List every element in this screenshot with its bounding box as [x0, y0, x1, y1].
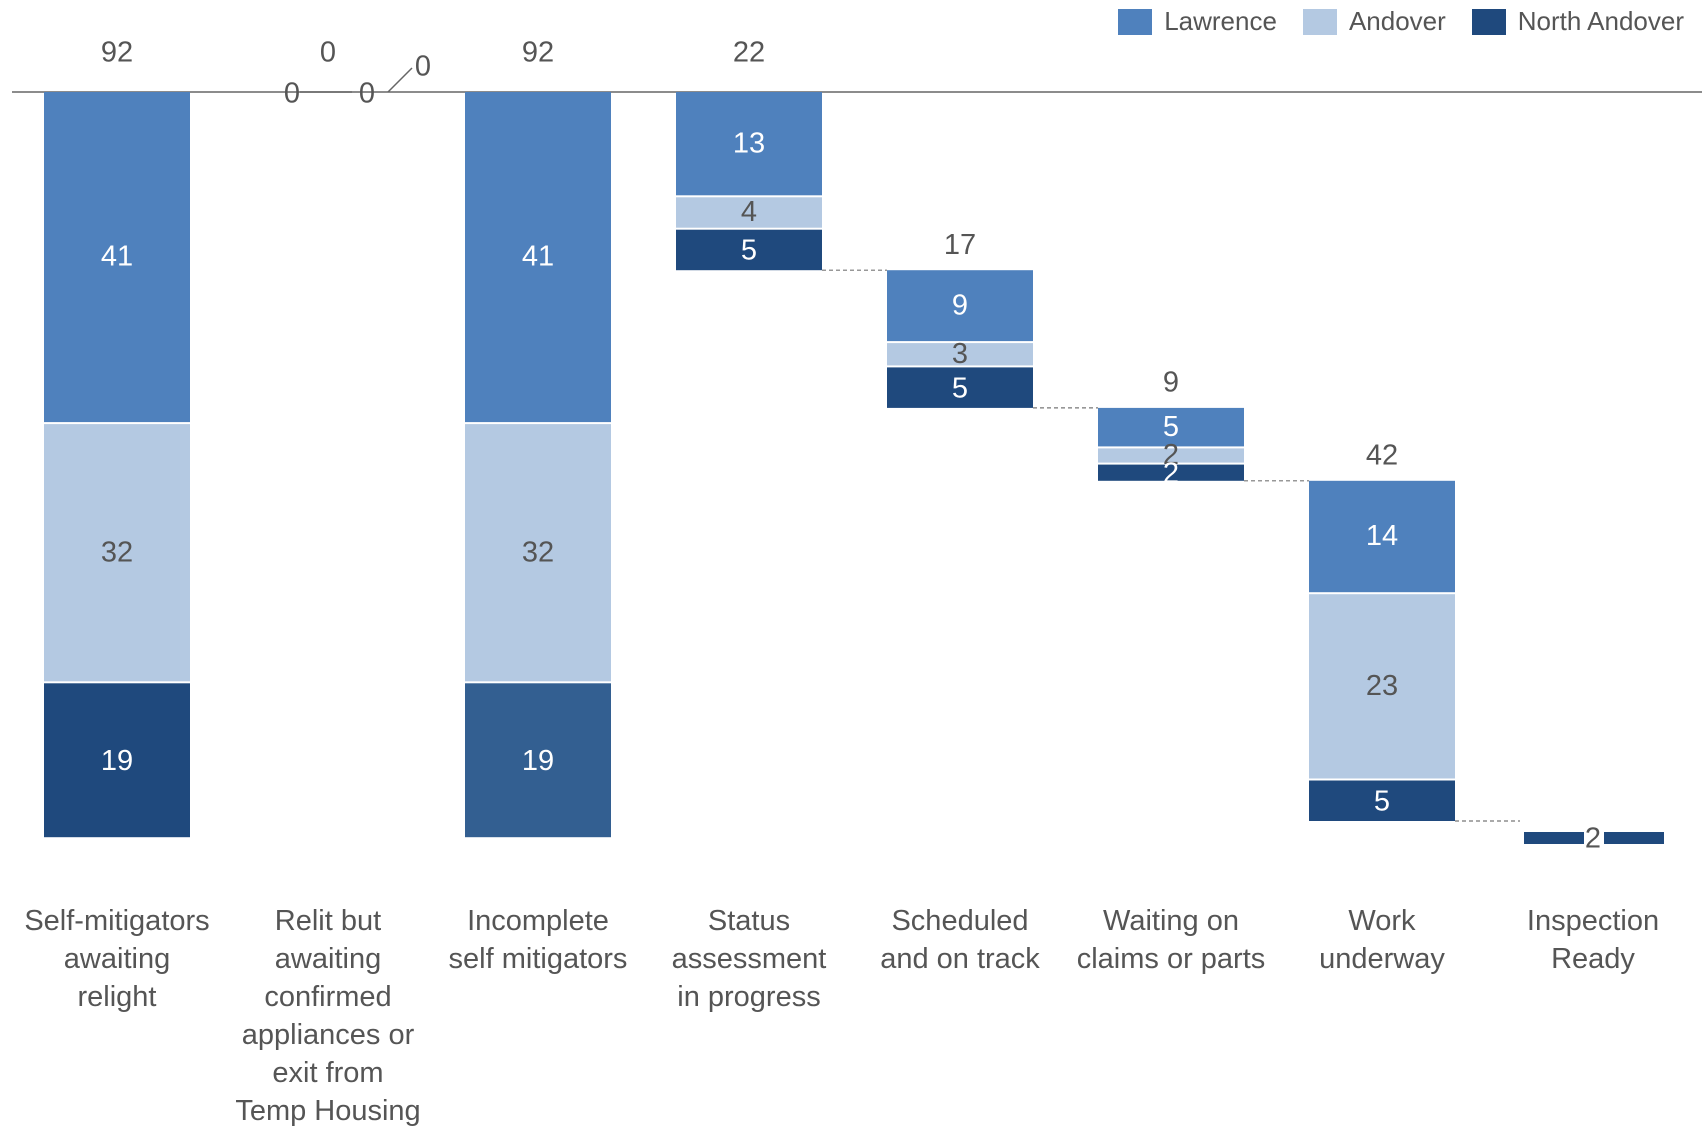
- data-label-lawrence-3: 13: [733, 127, 765, 159]
- legend-label-andover: Andover: [1348, 6, 1446, 36]
- bar-andover-5: [1098, 448, 1244, 463]
- bar-north-andover-2: [465, 683, 611, 838]
- total-label-0: 92: [101, 37, 133, 69]
- data-label-andover-5: 2: [1163, 439, 1179, 471]
- legend-swatch-lawrence: [1118, 8, 1153, 35]
- category-label-7: Inspection Ready: [1527, 905, 1659, 975]
- data-label-andover-3: 4: [741, 196, 757, 228]
- total-label-2: 92: [522, 37, 554, 69]
- total-label-3: 22: [733, 37, 765, 69]
- total-label-4: 17: [944, 229, 976, 261]
- bar-lawrence-3: [676, 92, 822, 196]
- category-label-4: Scheduled and on track: [880, 905, 1040, 975]
- total-label-1: 0: [320, 37, 336, 69]
- category-label-1: Relit but awaiting confirmed appliances or e…: [235, 905, 420, 1127]
- total-label-6: 42: [1366, 439, 1398, 471]
- bar-north-andover-3: [676, 229, 822, 271]
- category-label-2: Incomplete self mitigators: [449, 905, 628, 975]
- bar-andover-0: [44, 424, 190, 682]
- legend-item-andover: Andover: [1302, 6, 1446, 37]
- data-label-north-andover-3: 5: [741, 235, 757, 267]
- data-label-north-andover-5: 2: [1163, 457, 1179, 489]
- zero-label-andover: 0: [359, 78, 375, 110]
- bar-lawrence-5: [1098, 407, 1244, 447]
- bar-lawrence-6: [1309, 480, 1455, 593]
- bar-andover-6: [1309, 594, 1455, 779]
- category-label-0: Self-mitigators awaiting relight: [24, 905, 209, 1013]
- legend-item-north-andover: North Andover: [1471, 6, 1684, 37]
- bar-andover-2: [465, 424, 611, 682]
- zero-leader-line: [387, 67, 413, 93]
- data-label-andover-0: 32: [101, 536, 133, 568]
- data-label-lawrence-2: 41: [522, 241, 554, 273]
- data-label-north-andover-4: 5: [952, 372, 968, 404]
- legend: Lawrence Andover North Andover: [1118, 6, 1684, 37]
- data-label-andover-2: 32: [522, 536, 554, 568]
- bar-north-andover-6: [1309, 780, 1455, 821]
- bar-north-andover-7b: [1604, 832, 1664, 844]
- category-label-6: Work underway: [1319, 905, 1445, 975]
- bar-lawrence-2: [465, 92, 611, 423]
- data-label-north-andover-7: 2: [1585, 823, 1601, 855]
- zero-label-north-andover: 0: [415, 51, 431, 83]
- bar-andover-4: [887, 343, 1033, 366]
- bar-andover-3: [676, 197, 822, 228]
- data-label-andover-4: 3: [952, 338, 968, 370]
- total-label-5: 9: [1163, 367, 1179, 399]
- legend-swatch-andover: [1302, 8, 1337, 35]
- legend-swatch-north-andover: [1471, 8, 1506, 35]
- data-label-andover-6: 23: [1366, 670, 1398, 702]
- data-label-lawrence-6: 14: [1366, 520, 1398, 552]
- zero-label-lawrence: 0: [284, 78, 300, 110]
- data-label-north-andover-0: 19: [101, 745, 133, 777]
- category-label-3: Status assessment in progress: [672, 905, 827, 1013]
- data-label-north-andover-6: 5: [1374, 785, 1390, 817]
- bar-north-andover-4: [887, 367, 1033, 408]
- bar-north-andover-5: [1098, 464, 1244, 481]
- bar-lawrence-4: [887, 270, 1033, 342]
- bar-lawrence-0: [44, 92, 190, 423]
- legend-item-lawrence: Lawrence: [1118, 6, 1277, 37]
- legend-label-lawrence: Lawrence: [1164, 6, 1277, 36]
- bar-north-andover-7a: [1524, 832, 1584, 844]
- data-label-lawrence-4: 9: [952, 289, 968, 321]
- category-label-5: Waiting on claims or parts: [1077, 905, 1266, 975]
- data-label-lawrence-0: 41: [101, 241, 133, 273]
- data-label-lawrence-5: 5: [1163, 411, 1179, 443]
- legend-label-north-andover: North Andover: [1517, 6, 1684, 36]
- data-label-north-andover-2: 19: [522, 745, 554, 777]
- bar-north-andover-0: [44, 683, 190, 838]
